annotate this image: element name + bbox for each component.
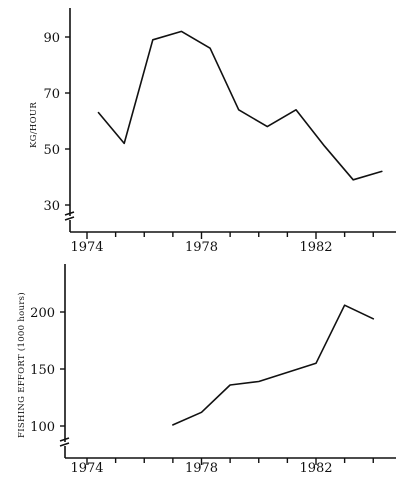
x-tick-label: 1978 [185, 240, 218, 255]
series-line [97, 30, 383, 181]
y-tick-label: 50 [43, 143, 60, 158]
x-tick-label: 1974 [70, 461, 103, 476]
axis-break-mark [59, 437, 70, 442]
axis-break-mark [59, 442, 70, 447]
axis-break-mark [64, 216, 75, 221]
y-tick-label: 70 [43, 87, 60, 102]
y-tick-label: 90 [43, 31, 60, 46]
x-tick-label: 1982 [299, 461, 332, 476]
y-tick-label: 100 [30, 420, 55, 435]
y-tick-label: 30 [43, 199, 60, 214]
axis-break-mark [64, 211, 75, 216]
x-tick-label: 1978 [185, 461, 218, 476]
y-axis-label: FISHING EFFORT (1000 hours) [16, 292, 27, 438]
x-tick-label: 1974 [70, 240, 103, 255]
series-line [172, 304, 375, 426]
y-tick-label: 200 [30, 306, 55, 321]
x-tick-label: 1982 [299, 240, 332, 255]
panel-kg-per-hour: 1974 1978 1982 30 50 70 90 KG/HOUR [29, 8, 396, 255]
y-tick-label: 150 [30, 363, 55, 378]
y-axis-label: KG/HOUR [29, 102, 39, 148]
